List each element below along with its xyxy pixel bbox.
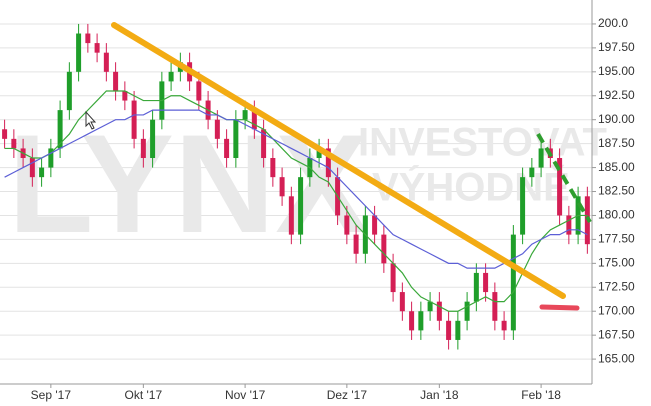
- watermark: INVESTOVAT: [358, 121, 607, 165]
- support-line: [539, 304, 580, 311]
- candle-body: [372, 215, 378, 235]
- candle-body: [566, 215, 572, 235]
- candle-body: [492, 292, 498, 321]
- candle-body: [418, 311, 424, 331]
- candle-body: [316, 148, 322, 159]
- candle-body: [224, 138, 230, 159]
- candle-body: [288, 196, 294, 235]
- y-tick-label: 175.00: [598, 256, 635, 270]
- candle-body: [446, 320, 452, 340]
- candle-body: [344, 215, 350, 235]
- candle-body: [140, 138, 146, 159]
- y-tick-label: 185.00: [598, 160, 635, 174]
- y-tick-label: 200.0: [598, 16, 628, 30]
- candle-body: [529, 167, 535, 178]
- candle-body: [427, 301, 433, 312]
- x-tick-label: Dez '17: [327, 388, 368, 402]
- watermark: LYNX: [8, 105, 369, 262]
- candle-body: [409, 311, 415, 331]
- candle-body: [85, 33, 91, 44]
- candle-body: [103, 52, 109, 72]
- candle-body: [131, 100, 137, 139]
- candle-body: [251, 110, 257, 130]
- y-tick-label: 197.50: [598, 40, 635, 54]
- candle-body: [399, 292, 405, 312]
- candle-body: [483, 272, 489, 293]
- candle-body: [29, 158, 35, 178]
- candle-body: [261, 129, 267, 159]
- candle-body: [436, 301, 442, 321]
- candle-body: [214, 119, 220, 139]
- y-tick-label: 187.50: [598, 136, 635, 150]
- x-tick-label: Okt '17: [125, 388, 163, 402]
- x-tick-label: Jan '18: [420, 388, 459, 402]
- candle-body: [150, 119, 156, 159]
- candle-body: [510, 234, 516, 331]
- candle-body: [390, 263, 396, 293]
- candle-body: [325, 148, 331, 178]
- candle-body: [233, 119, 239, 159]
- candle-body: [196, 81, 202, 101]
- x-tick-label: Sep '17: [31, 388, 72, 402]
- candle-body: [520, 177, 526, 235]
- candle-body: [94, 43, 100, 53]
- candle-body: [464, 301, 470, 321]
- y-tick-label: 170.00: [598, 303, 635, 317]
- moving-average: [4, 90, 588, 312]
- y-tick-label: 177.50: [598, 232, 635, 246]
- y-tick-label: 190.00: [598, 112, 635, 126]
- y-tick-label: 172.50: [598, 279, 635, 293]
- cursor: [85, 110, 97, 130]
- candle-body: [76, 33, 82, 72]
- moving-average: [4, 109, 588, 269]
- candle-body: [538, 148, 544, 168]
- candle-body: [279, 177, 285, 197]
- candle-body: [168, 71, 174, 82]
- candle-body: [242, 110, 248, 120]
- candle-body: [39, 167, 45, 178]
- candle-body: [353, 234, 359, 254]
- candle-body: [2, 129, 8, 139]
- candle-body: [298, 177, 304, 235]
- candle-body: [270, 158, 276, 178]
- y-tick-label: 195.00: [598, 64, 635, 78]
- candle-body: [473, 272, 479, 302]
- candle-body: [501, 320, 507, 331]
- candle-body: [11, 138, 17, 149]
- y-tick-label: 182.50: [598, 184, 635, 198]
- watermark: VÝHODNĚ: [372, 164, 570, 210]
- trend-line: [536, 132, 592, 224]
- candle-body: [57, 110, 63, 149]
- y-tick-label: 180.00: [598, 208, 635, 222]
- candle-body: [557, 158, 563, 216]
- candle-body: [381, 234, 387, 264]
- candle-body: [48, 148, 54, 168]
- candle-body: [66, 71, 72, 111]
- x-tick-label: Nov '17: [225, 388, 266, 402]
- y-tick-label: 192.50: [598, 88, 635, 102]
- candle-body: [122, 90, 128, 101]
- candle-body: [113, 71, 119, 91]
- candle-body: [455, 320, 461, 340]
- y-tick-label: 167.50: [598, 327, 635, 341]
- x-tick-label: Feb '18: [521, 388, 561, 402]
- y-tick-label: 165.00: [598, 351, 635, 365]
- trend-line: [111, 22, 566, 299]
